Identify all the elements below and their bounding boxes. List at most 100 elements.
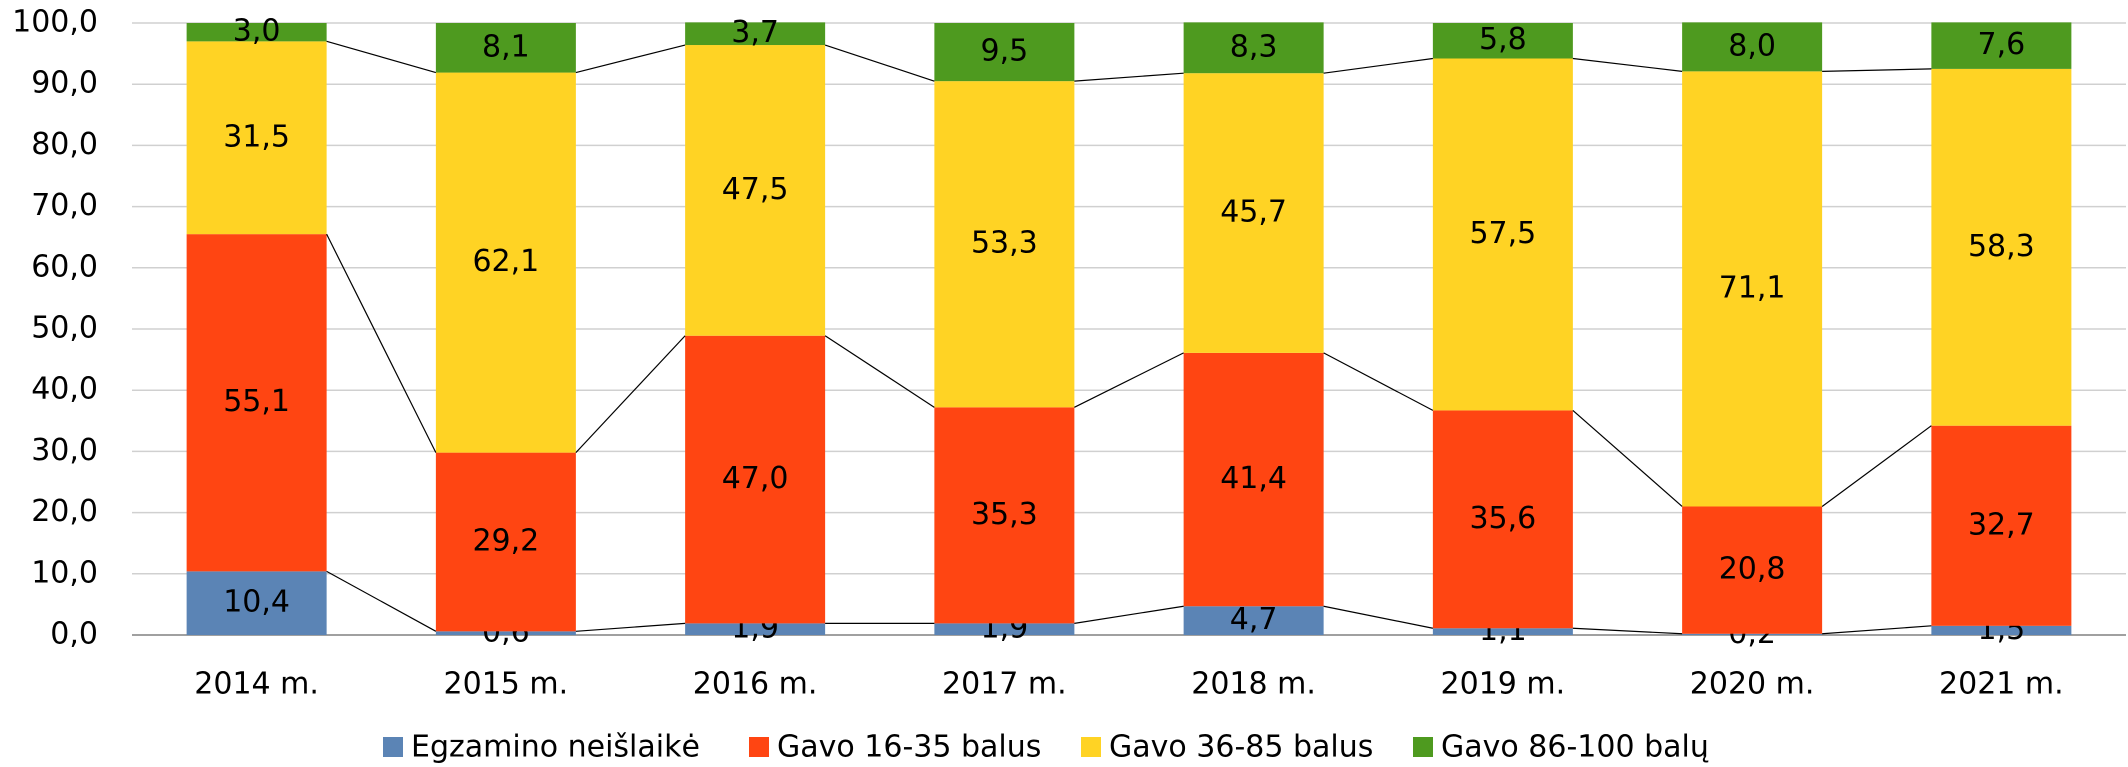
x-tick-label: 2020 m.	[1690, 667, 1815, 702]
bar-segment	[1931, 68, 2072, 426]
y-tick-label: 70,0	[31, 188, 98, 223]
x-tick-label: 2019 m.	[1441, 667, 1566, 702]
bar-segment	[1432, 410, 1573, 629]
bar-segment	[685, 623, 826, 635]
series-line	[1821, 425, 1932, 507]
y-tick-label: 100,0	[12, 5, 98, 40]
legend-swatch	[749, 737, 769, 757]
series-line	[1822, 68, 1932, 72]
data-label: 45,7	[1220, 195, 1287, 230]
bar-segment	[435, 72, 576, 453]
series-line	[1323, 352, 1434, 411]
legend-swatch	[383, 737, 403, 757]
bar-segment	[685, 22, 826, 46]
data-label: 53,3	[971, 226, 1038, 261]
bar-segment	[1682, 633, 1823, 635]
bar-segment	[1183, 352, 1324, 607]
legend-label: Gavo 86-100 balų	[1441, 730, 1709, 765]
bar-segment	[435, 23, 576, 73]
y-tick-label: 90,0	[31, 66, 98, 101]
bar-segment	[934, 407, 1075, 624]
bar-segment	[934, 81, 1075, 408]
series-line	[1822, 625, 1932, 635]
series-line	[1323, 605, 1433, 629]
y-tick-label: 50,0	[31, 311, 98, 346]
y-tick-label: 10,0	[31, 555, 98, 590]
bar-segment	[435, 631, 576, 635]
data-label: 8,1	[482, 29, 530, 64]
data-label: 35,3	[971, 497, 1038, 532]
series-line	[1572, 409, 1683, 507]
data-label: 32,7	[1968, 507, 2035, 542]
bar-segment	[186, 41, 327, 235]
data-label: 29,2	[472, 523, 539, 558]
data-label: 10,4	[223, 585, 290, 620]
y-tick-label: 30,0	[31, 433, 98, 468]
x-tick-label: 2017 m.	[942, 667, 1067, 702]
x-tick-label: 2016 m.	[693, 667, 818, 702]
series-line	[1074, 605, 1184, 624]
series-line	[326, 40, 437, 74]
legend-label: Egzamino neišlaikė	[411, 730, 700, 765]
data-label: 35,6	[1469, 501, 1536, 536]
bar-segment	[1931, 425, 2072, 626]
data-label: 47,5	[722, 172, 789, 207]
data-label: 58,3	[1968, 229, 2035, 264]
data-label: 62,1	[472, 244, 539, 279]
data-label: 5,8	[1479, 22, 1527, 57]
data-label: 71,1	[1719, 270, 1786, 305]
legend-swatch	[1413, 737, 1433, 757]
bar-segment	[186, 234, 327, 572]
series-line	[1074, 352, 1184, 408]
data-label: 8,3	[1230, 29, 1278, 64]
legend-swatch	[1081, 737, 1101, 757]
bar-segment	[1183, 73, 1324, 353]
bar-segment	[1432, 58, 1573, 411]
bar-segment	[1931, 22, 2072, 69]
y-tick-label: 40,0	[31, 372, 98, 407]
series-line	[1323, 57, 1433, 74]
data-label: 3,0	[233, 14, 281, 49]
series-line	[824, 335, 935, 408]
series-line	[575, 622, 686, 632]
bar-segment	[934, 23, 1075, 82]
data-label: 55,1	[223, 384, 290, 419]
bar-segment	[1682, 506, 1823, 634]
bar-segment	[1682, 71, 1823, 507]
bar-segment	[1682, 22, 1823, 72]
x-tick-label: 2021 m.	[1939, 667, 2064, 702]
data-label: 8,0	[1728, 28, 1776, 63]
x-tick-label: 2014 m.	[194, 667, 319, 702]
series-line	[326, 570, 437, 632]
bar-segment	[1183, 22, 1324, 74]
bar-segment	[186, 23, 327, 42]
data-label: 4,7	[1230, 602, 1278, 637]
legend-label: Gavo 16-35 balus	[777, 730, 1041, 765]
y-tick-label: 0,0	[50, 617, 98, 652]
data-label: 57,5	[1469, 216, 1536, 251]
series-line	[1572, 627, 1683, 635]
data-label: 41,4	[1220, 461, 1287, 496]
series-line	[326, 233, 437, 453]
data-label: 47,0	[722, 461, 789, 496]
y-tick-label: 60,0	[31, 249, 98, 284]
y-tick-label: 20,0	[31, 494, 98, 529]
bar-segment	[435, 452, 576, 632]
bar-segment	[934, 623, 1075, 635]
bar-segment	[1931, 625, 2072, 635]
data-label: 31,5	[223, 119, 290, 154]
series-line	[824, 44, 935, 82]
bar-segment	[685, 335, 826, 624]
x-tick-label: 2015 m.	[444, 667, 569, 702]
bar-segment	[685, 45, 826, 336]
data-label: 20,8	[1719, 552, 1786, 587]
bar-segment	[186, 571, 327, 635]
series-line	[575, 44, 686, 74]
data-label: 7,6	[1978, 27, 2026, 62]
series-line	[575, 335, 686, 454]
data-label: 9,5	[981, 34, 1029, 69]
series-line	[1074, 72, 1184, 82]
legend-label: Gavo 36-85 balus	[1109, 730, 1373, 765]
series-line	[1572, 57, 1683, 72]
